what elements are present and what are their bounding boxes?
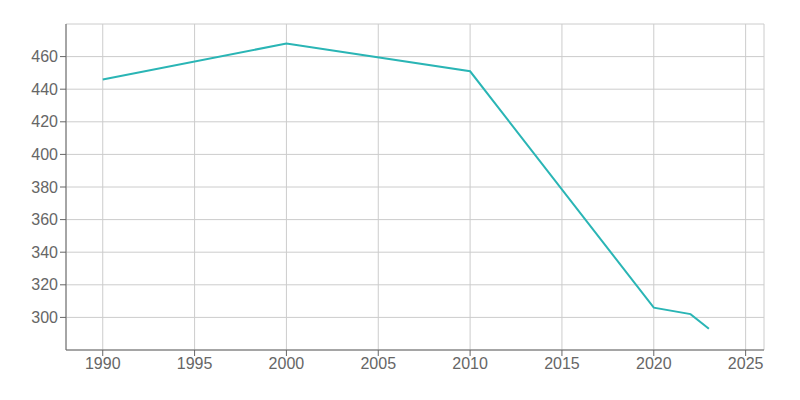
svg-text:420: 420 <box>31 113 58 130</box>
svg-text:400: 400 <box>31 146 58 163</box>
svg-text:440: 440 <box>31 81 58 98</box>
svg-text:300: 300 <box>31 309 58 326</box>
svg-text:1995: 1995 <box>177 355 213 372</box>
svg-text:460: 460 <box>31 48 58 65</box>
svg-text:2020: 2020 <box>636 355 672 372</box>
svg-text:1990: 1990 <box>85 355 121 372</box>
svg-text:2010: 2010 <box>452 355 488 372</box>
svg-text:2015: 2015 <box>544 355 580 372</box>
svg-text:380: 380 <box>31 179 58 196</box>
svg-text:340: 340 <box>31 244 58 261</box>
svg-text:2005: 2005 <box>360 355 396 372</box>
svg-text:320: 320 <box>31 276 58 293</box>
svg-text:360: 360 <box>31 211 58 228</box>
svg-text:2025: 2025 <box>728 355 764 372</box>
svg-text:2000: 2000 <box>269 355 305 372</box>
